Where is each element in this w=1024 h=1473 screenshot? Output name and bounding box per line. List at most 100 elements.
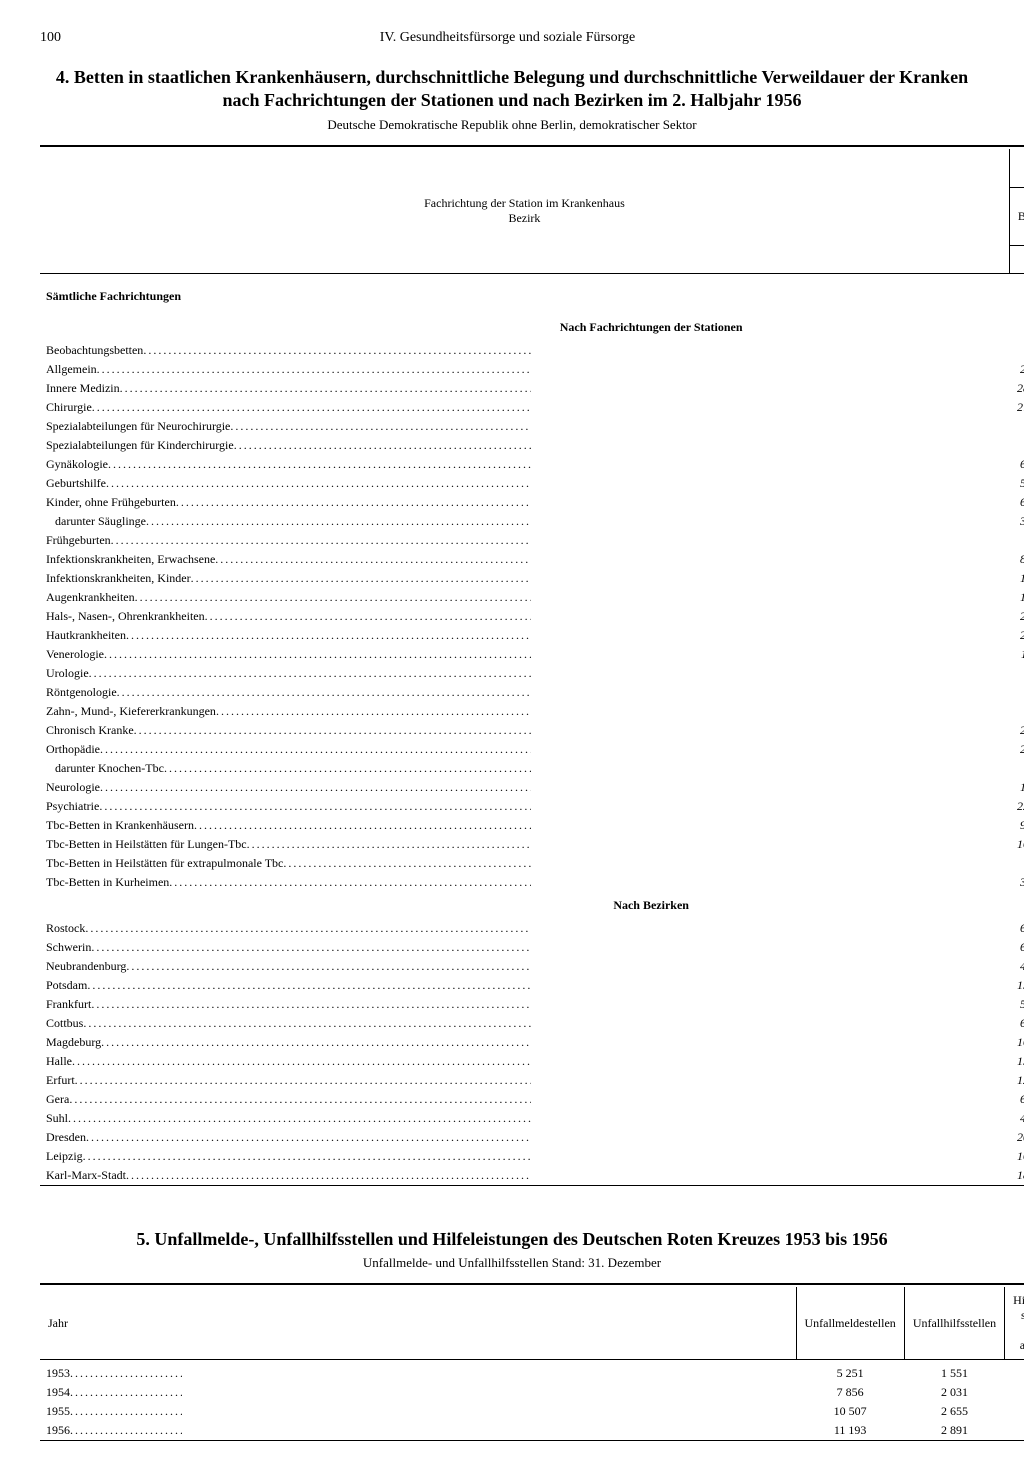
stub-line2: Bezirk [508,211,540,225]
table4-subtitle: Deutsche Demokratische Republik ohne Ber… [40,117,984,133]
cell-betten: 6 855 [1009,1090,1024,1109]
table-row: Chronisch Kranke 2 33478,959,7 [40,721,1024,740]
cell-betten: 2 376 [1009,360,1024,379]
table-row: Kinder, ohne Frühgeburten 6 94478,726,3 [40,493,1024,512]
row-label: Neurologie [40,778,537,797]
t5-col-jahr: Jahr [40,1287,796,1360]
cell: . [1005,1364,1024,1383]
row-label: Kinder, ohne Frühgeburten [40,493,537,512]
cell: 2 891 [904,1421,1004,1441]
total-label: Sämtliche Fachrichtungen [40,280,1009,314]
table-row: Hautkrankheiten 2 13387,432,2 [40,626,1024,645]
cell: 11 193 [796,1421,904,1441]
table-row: Magdeburg 16 13682,531,3 [40,1033,1024,1052]
cell-betten: 15 378 [1009,1052,1024,1071]
cell-betten: 1 587 [1009,778,1024,797]
cell-betten: 6 423 [1009,1014,1024,1033]
cell-betten: 18 912 [1009,1166,1024,1186]
row-label: Innere Medizin [40,379,537,398]
row-year: 1956 [40,1421,188,1440]
cell-betten: 694 [1009,683,1024,702]
table-row: Urologie 45181,935,2 [40,664,1024,683]
cell: 1 551 [904,1364,1004,1383]
row-label: Erfurt [40,1071,537,1090]
table-row: Infektionskrankheiten, Erwachsene 8 4034… [40,550,1024,569]
table-row: 1954 7 8562 0311 374 188518— [40,1383,1024,1402]
cell-betten: 6 740 [1009,455,1024,474]
cell-betten: 41 [1009,702,1024,721]
cell-betten: 3 078 [1009,512,1024,531]
row-label: Orthopädie [40,740,537,759]
cell-betten: 16 839 [1009,1147,1024,1166]
row-label: Tbc-Betten in Kurheimen [40,873,537,892]
table-row: Tbc-Betten in Krankenhäusern 9 90979,811… [40,816,1024,835]
cell-betten: 8 403 [1009,550,1024,569]
cell-betten: 75 [1009,417,1024,436]
table-row: Karl-Marx-Stadt 18 91280,630,0 [40,1166,1024,1186]
table-row: Suhl 4 80180,927,0 [40,1109,1024,1128]
row-label: Infektionskrankheiten, Kinder [40,569,537,588]
table-row: Neurologie 1 58778,049,9 [40,778,1024,797]
row-label: Röntgenologie [40,683,537,702]
cell-betten: 15 875 [1009,976,1024,995]
table-row: 1955 10 5072 6552 108 8442562 346 [40,1402,1024,1421]
table-row: Hals-, Nasen-, Ohrenkrankheiten 2 14064,… [40,607,1024,626]
cell: 2 031 [904,1383,1004,1402]
cell-betten: 5 732 [1009,474,1024,493]
row-label: Gynäkologie [40,455,537,474]
cell-betten: 6 307 [1009,938,1024,957]
row-label: Spezialabteilungen für Neurochirurgie [40,417,537,436]
table-row: Erfurt 12 42082,233,7 [40,1071,1024,1090]
row-label: Magdeburg [40,1033,537,1052]
table-row: Schwerin 6 30782,828,8 [40,938,1024,957]
table4: Fachrichtung der Station im Krankenhaus … [40,145,1024,1188]
row-label: Leipzig [40,1147,537,1166]
cell-betten: 6 688 [1009,919,1024,938]
cell-betten: 2 133 [1009,626,1024,645]
table-row: Cottbus 6 42380,725,3 [40,1014,1024,1033]
table-row: Beobachtungsbetten 23865,820,1 [40,341,1024,360]
cell-betten: 238 [1009,341,1024,360]
cell: 2 638 161 [1005,1421,1024,1441]
row-label: Augenkrankheiten [40,588,537,607]
row-label: Tbc-Betten in Krankenhäusern [40,816,537,835]
cell: 2 108 844 [1005,1402,1024,1421]
row-label: Gera [40,1090,537,1109]
t5-col-2: Unfallhilfsstellen [904,1287,1004,1360]
cell-betten: 782 [1009,759,1024,778]
page-number: 100 [40,30,61,46]
t5-col-3: Hilfeleistungen soweit nicht gesondert a… [1005,1287,1024,1360]
cell-betten: 28 916 [1009,379,1024,398]
table-row: Geburtshilfe 5 73272,610,3 [40,474,1024,493]
cell-betten: 2 724 [1009,740,1024,759]
cell-betten: 1 193 [1009,569,1024,588]
row-year: 1955 [40,1402,188,1421]
table-row: Chirurgie 27 91883,721,1 [40,398,1024,417]
row-label: darunter Knochen-Tbc [40,759,537,778]
cell: 2 655 [904,1402,1004,1421]
row-label: Frankfurt [40,995,537,1014]
cell-betten: 27 918 [1009,398,1024,417]
page-header: 100 IV. Gesundheitsfürsorge und soziale … [40,30,984,46]
t5-col-1: Unfallmeldestellen [796,1287,904,1360]
row-label: Suhl [40,1109,537,1128]
row-label: Infektionskrankheiten, Erwachsene [40,550,537,569]
table-row: Leipzig 16 83987,146,9 [40,1147,1024,1166]
table-row: Neubrandenburg 4 99677,721,3 [40,957,1024,976]
table-row: Frankfurt 5 78884,225,3 [40,995,1024,1014]
row-label: Psychiatrie [40,797,537,816]
table-row: Dresden 20 03680,332,5 [40,1128,1024,1147]
row-label: Potsdam [40,976,537,995]
row-label: Venerologie [40,645,537,664]
cell-betten: 22 859 [1009,797,1024,816]
row-label: Schwerin [40,938,537,957]
table-row: Rostock 6 68878,929,8 [40,919,1024,938]
table-row: Psychiatrie 22 85995,6277,7 [40,797,1024,816]
row-label: Beobachtungsbetten [40,341,537,360]
row-label: Frühgeburten [40,531,537,550]
cell-betten: 451 [1009,664,1024,683]
row-year: 1954 [40,1383,188,1402]
table-row: Tbc-Betten in Kurheimen 3 89890,4179,3 [40,873,1024,892]
row-label: Geburtshilfe [40,474,537,493]
table-row: 1953 5 2511 551.297— [40,1364,1024,1383]
